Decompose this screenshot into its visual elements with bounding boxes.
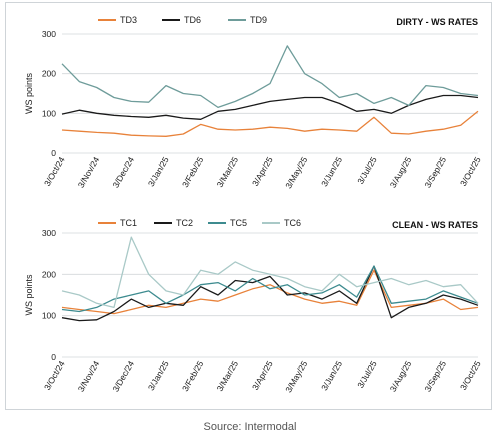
y-axis-label: WS points	[24, 72, 34, 114]
series-line-td9	[61, 45, 479, 109]
x-tick-label: 3/Oct/25	[458, 359, 483, 392]
x-tick-label: 3/Oct/25	[458, 155, 483, 188]
x-tick-label: 3/Sep/25	[422, 359, 448, 394]
x-tick-label: 3/Sep/25	[422, 155, 448, 190]
x-tick-label: 3/Oct/24	[42, 359, 67, 392]
legend-label-td3: TD3	[120, 15, 137, 25]
x-tick-label: 3/Dec/24	[110, 359, 136, 394]
x-tick-label: 3/Nov/24	[76, 359, 102, 394]
series-line-tc2	[61, 265, 479, 322]
y-tick-label: 0	[51, 148, 56, 158]
x-tick-label: 3/Oct/24	[42, 155, 67, 188]
x-tick-label: 3/Mar/25	[215, 155, 241, 189]
x-tick-label: 3/Jul/25	[355, 155, 379, 186]
x-tick-label: 3/Jan/25	[146, 359, 171, 392]
y-tick-label: 300	[42, 228, 56, 238]
x-tick-label: 3/Jan/25	[146, 155, 171, 188]
x-tick-label: 3/Mar/25	[215, 359, 241, 393]
x-tick-label: 3/Dec/24	[110, 155, 136, 190]
x-tick-label: 3/Aug/25	[388, 359, 414, 394]
x-tick-label: 3/Jul/25	[355, 359, 379, 390]
series-line-td6	[61, 94, 479, 120]
legend-label-td9: TD9	[250, 15, 267, 25]
series-line-tc5	[61, 265, 479, 313]
series-line-tc1	[61, 269, 479, 315]
chart-panel-2: 0 100 200 300 WS points 3/Oct/24 3/Nov/24 3/Dec…	[24, 218, 483, 394]
chart-frame: 0 100 200 300 WS points 3/Oct/24 3/Nov/24 3/Dec…	[5, 2, 492, 410]
y-tick-label: 100	[42, 108, 56, 118]
x-tick-label: 3/Apr/25	[250, 359, 275, 392]
legend-label-tc5: TC5	[230, 218, 247, 228]
x-tick-label: 3/Apr/25	[250, 155, 275, 188]
chart-title: CLEAN - WS RATES	[392, 220, 478, 230]
legend-label-tc6: TC6	[284, 218, 301, 228]
series-line-tc6	[61, 236, 479, 309]
chart-title: DIRTY - WS RATES	[396, 17, 478, 27]
legend-label-tc1: TC1	[120, 218, 137, 228]
y-tick-label: 200	[42, 269, 56, 279]
y-tick-label: 200	[42, 69, 56, 79]
y-tick-label: 0	[51, 352, 56, 362]
x-tick-label: 3/Aug/25	[388, 155, 414, 190]
x-tick-label: 3/Feb/25	[180, 359, 206, 393]
x-tick-label: 3/May/25	[283, 155, 309, 191]
x-tick-label: 3/May/25	[283, 359, 309, 395]
chart-panel-1: 0 100 200 300 WS points 3/Oct/24 3/Nov/24 3/Dec…	[24, 15, 483, 190]
x-tick-label: 3/Nov/24	[76, 155, 102, 190]
legend-label-td6: TD6	[184, 15, 201, 25]
series-line-td3	[61, 110, 479, 137]
source-caption: Source: Intermodal	[203, 421, 297, 433]
x-tick-label: 3/Jun/25	[319, 359, 344, 392]
y-axis-label: WS points	[24, 274, 34, 316]
legend-label-tc2: TC2	[176, 218, 193, 228]
x-tick-label: 3/Feb/25	[180, 155, 206, 189]
y-tick-label: 300	[42, 29, 56, 39]
charts-canvas: 0 100 200 300 WS points 3/Oct/24 3/Nov/24 3/Dec…	[24, 15, 483, 394]
y-tick-label: 100	[42, 311, 56, 321]
x-tick-label: 3/Jun/25	[319, 155, 344, 188]
